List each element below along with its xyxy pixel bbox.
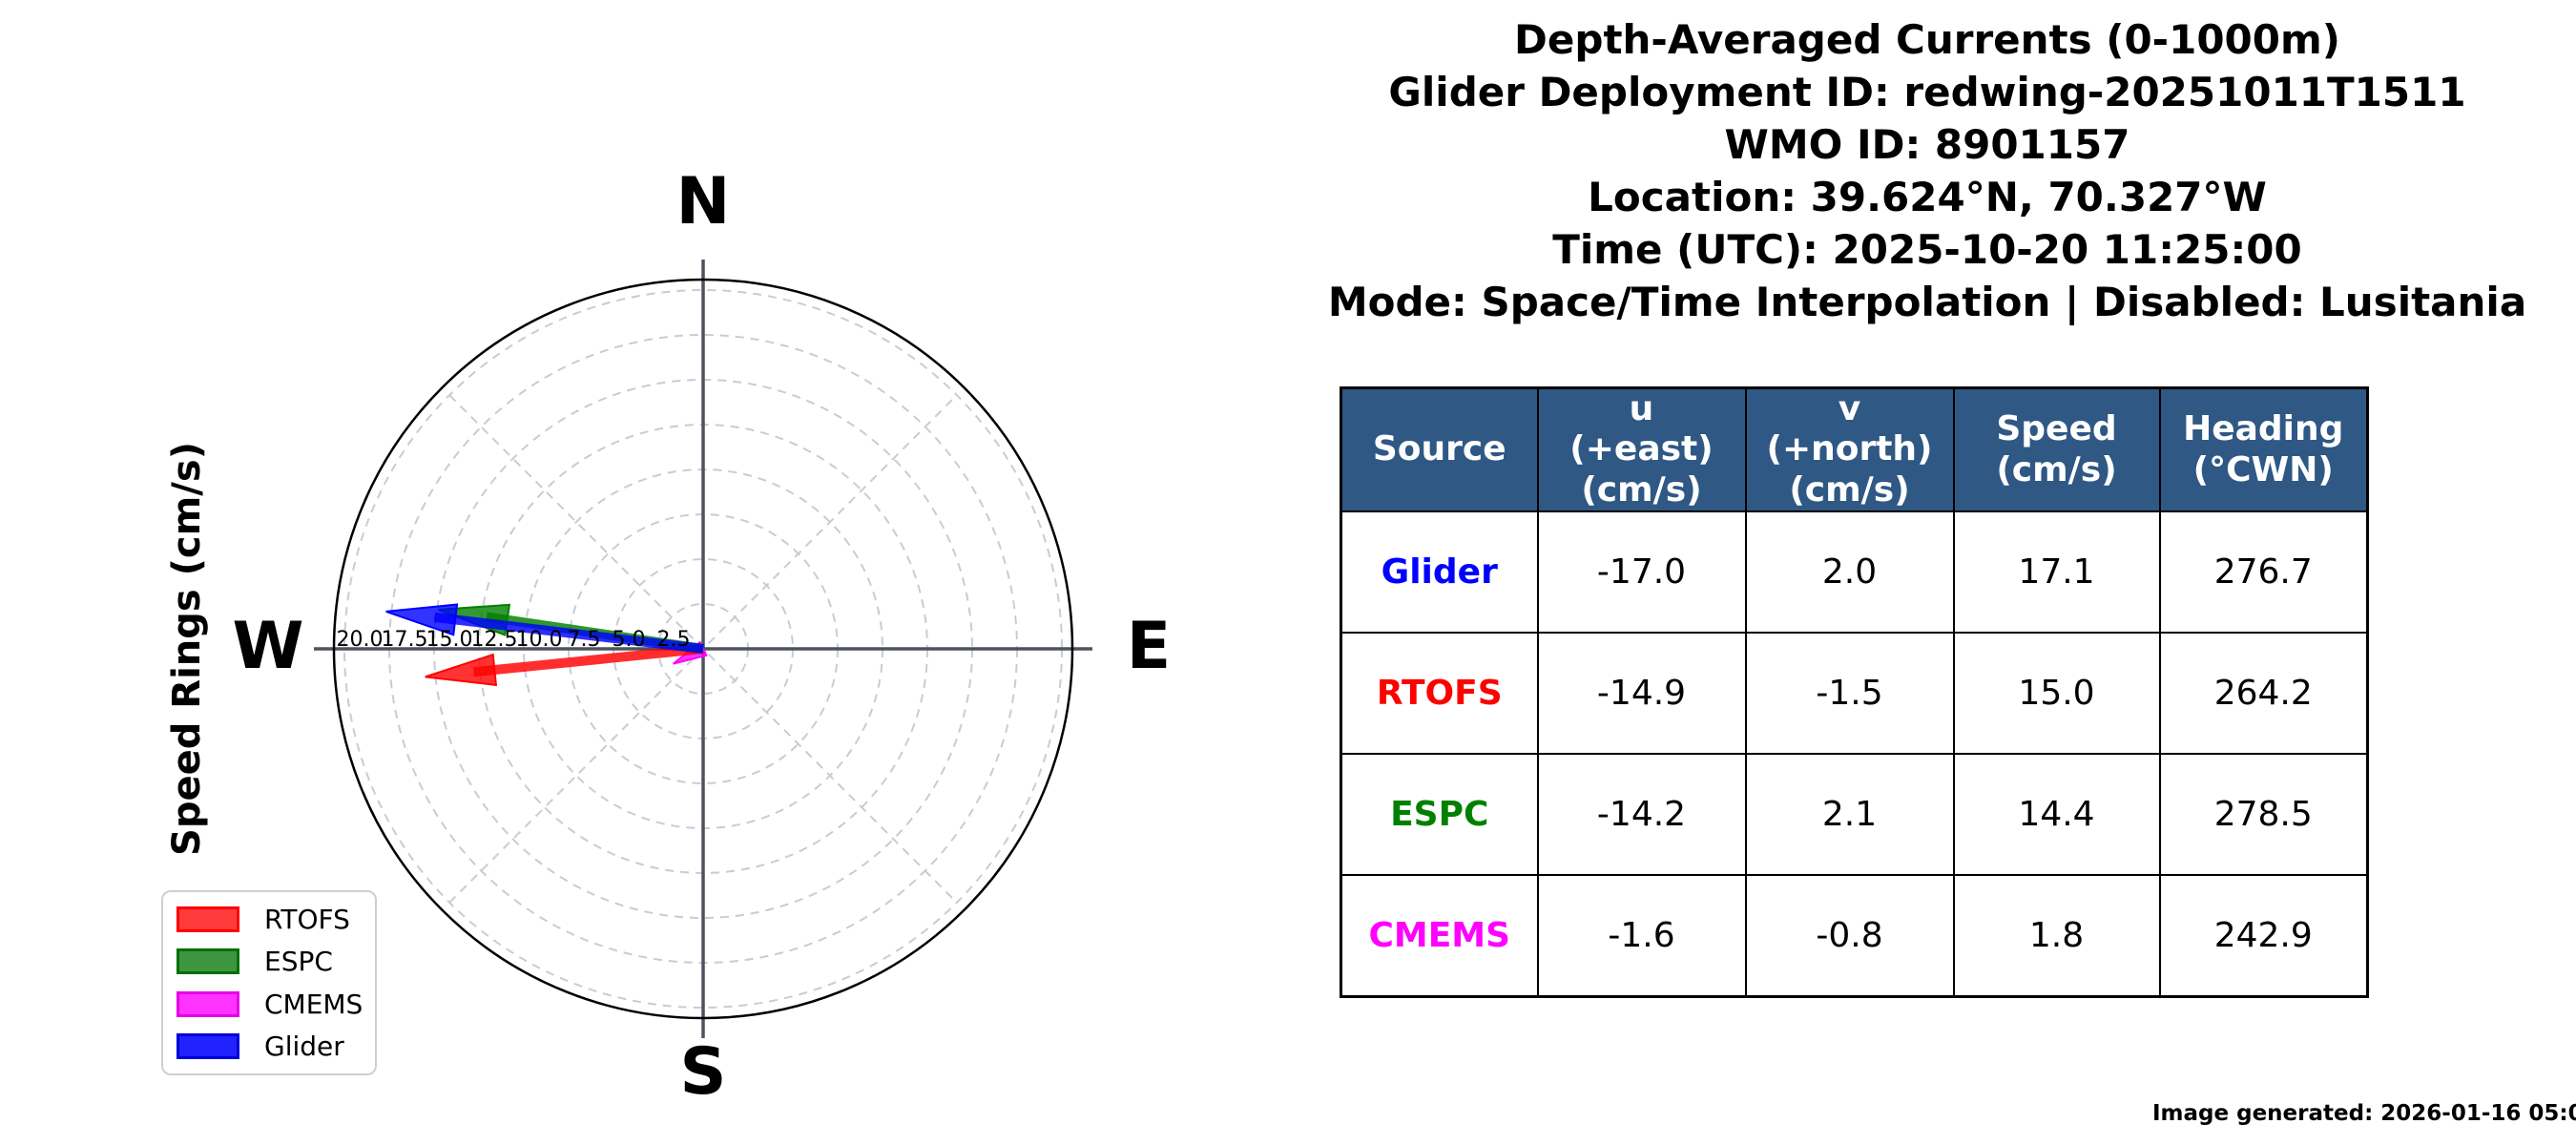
compass-label-west: W <box>232 609 304 684</box>
u-cell: -1.6 <box>1536 874 1747 998</box>
arrow-rtofs <box>425 644 704 687</box>
table-row: Glider -17.0 2.0 17.1 276.7 <box>1340 510 2369 635</box>
source-cell: CMEMS <box>1340 874 1539 998</box>
radial-axis-label: Speed Rings (cm/s) <box>165 442 209 856</box>
image-generated-timestamp: Image generated: 2026-01-16 05:06Z <box>2152 1101 2576 1126</box>
cmems-color-swatch <box>177 990 239 1017</box>
legend-label: RTOFS <box>264 903 350 935</box>
title-block: Depth-Averaged Currents (0-1000m) Glider… <box>1288 13 2566 328</box>
time-line: Time (UTC): 2025-10-20 11:25:00 <box>1552 226 2302 273</box>
arrow-glider <box>385 603 704 654</box>
speed-ring-label: 10.0 <box>516 628 563 652</box>
source-cell: RTOFS <box>1340 632 1539 756</box>
col-header-u: u (+east) (cm/s) <box>1536 386 1747 513</box>
table-row: RTOFS -14.9 -1.5 15.0 264.2 <box>1340 632 2369 756</box>
source-cell: ESPC <box>1340 753 1539 877</box>
col-header-heading: Heading (°CWN) <box>2158 386 2369 513</box>
heading-cell: 278.5 <box>2158 753 2369 877</box>
polar-plot: 2.5 5.0 7.510.012.515.017.520.0 <box>314 260 1092 1038</box>
speed-ring-label: 7.5 <box>568 628 601 652</box>
heading-cell: 276.7 <box>2158 510 2369 635</box>
glider-color-swatch <box>177 1033 239 1060</box>
legend-label: Glider <box>264 1030 344 1063</box>
source-cell: Glider <box>1340 510 1539 635</box>
legend-label: CMEMS <box>264 988 364 1020</box>
speed-cell: 17.1 <box>1952 510 2161 635</box>
espc-color-swatch <box>177 948 239 975</box>
legend-label: ESPC <box>264 946 333 978</box>
rtofs-color-swatch <box>177 906 239 932</box>
speed-ring-label: 12.5 <box>471 628 518 652</box>
deployment-id-line: Glider Deployment ID: redwing-20251011T1… <box>1388 69 2466 115</box>
compass-label-south: S <box>679 1034 727 1110</box>
legend-item-rtofs: RTOFS <box>177 904 375 935</box>
table-header-row: Source u (+east) (cm/s) v (+north) (cm/s… <box>1340 386 2369 513</box>
compass-label-east: E <box>1126 609 1172 684</box>
v-cell: 2.1 <box>1744 753 1955 877</box>
speed-cell: 1.8 <box>1952 874 2161 998</box>
u-cell: -14.2 <box>1536 753 1747 877</box>
legend-item-glider: Glider <box>177 1030 375 1062</box>
page-title: Depth-Averaged Currents (0-1000m) <box>1514 16 2340 63</box>
table-row: ESPC -14.2 2.1 14.4 278.5 <box>1340 753 2369 877</box>
v-cell: -0.8 <box>1744 874 1955 998</box>
currents-table: Source u (+east) (cm/s) v (+north) (cm/s… <box>1340 386 2369 999</box>
compass-label-north: N <box>675 164 731 239</box>
legend-item-cmems: CMEMS <box>177 989 375 1020</box>
speed-cell: 14.4 <box>1952 753 2161 877</box>
speed-ring-label: 5.0 <box>613 628 646 652</box>
speed-ring-label: 15.0 <box>426 628 473 652</box>
speed-ring-labels: 2.5 5.0 7.510.012.515.017.520.0 <box>337 628 691 652</box>
col-header-speed: Speed (cm/s) <box>1952 386 2161 513</box>
col-header-v: v (+north) (cm/s) <box>1744 386 1955 513</box>
outer-circle <box>332 278 1074 1020</box>
mode-line: Mode: Space/Time Interpolation | Disable… <box>1327 279 2527 325</box>
speed-ring-label: 20.0 <box>337 628 384 652</box>
speed-ring-label: 17.5 <box>382 628 428 652</box>
location-line: Location: 39.624°N, 70.327°W <box>1588 174 2267 220</box>
current-vector-arrows <box>385 603 708 687</box>
speed-cell: 15.0 <box>1952 632 2161 756</box>
heading-cell: 242.9 <box>2158 874 2369 998</box>
legend: RTOFS ESPC CMEMS Glider <box>161 890 377 1075</box>
heading-cell: 264.2 <box>2158 632 2369 756</box>
wmo-id-line: WMO ID: 8901157 <box>1724 121 2130 168</box>
v-cell: 2.0 <box>1744 510 1955 635</box>
v-cell: -1.5 <box>1744 632 1955 756</box>
table-row: CMEMS -1.6 -0.8 1.8 242.9 <box>1340 874 2369 998</box>
u-cell: -14.9 <box>1536 632 1747 756</box>
col-header-source: Source <box>1340 386 1539 513</box>
u-cell: -17.0 <box>1536 510 1747 635</box>
speed-ring-label: 2.5 <box>657 628 691 652</box>
legend-item-espc: ESPC <box>177 946 375 977</box>
